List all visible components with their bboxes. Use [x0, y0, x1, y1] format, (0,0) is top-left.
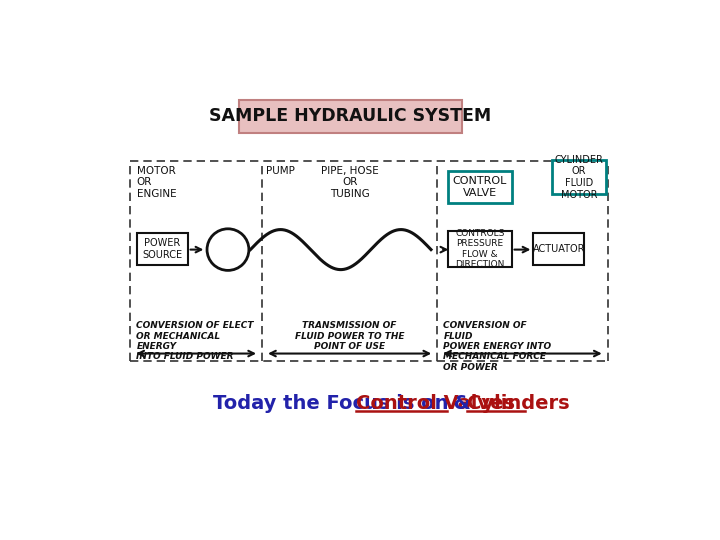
Text: CONTROLS
PRESSURE
FLOW &
DIRECTION: CONTROLS PRESSURE FLOW & DIRECTION — [455, 229, 505, 269]
Text: CONTROL
VALVE: CONTROL VALVE — [453, 177, 507, 198]
Bar — [552, 160, 606, 194]
Text: CONVERSION OF ELECT
OR MECHANICAL
ENERGY
INTO FLUID POWER: CONVERSION OF ELECT OR MECHANICAL ENERGY… — [137, 321, 254, 361]
Text: Cylinders: Cylinders — [467, 394, 570, 413]
Text: PIPE, HOSE
OR
TUBING: PIPE, HOSE OR TUBING — [320, 166, 379, 199]
Text: &: & — [447, 394, 477, 413]
Text: CONVERSION OF
FLUID
POWER ENERGY INTO
MECHANICAL FORCE
OR POWER: CONVERSION OF FLUID POWER ENERGY INTO ME… — [444, 321, 552, 372]
Bar — [137, 233, 188, 265]
Text: Control Valves: Control Valves — [356, 394, 515, 413]
Bar — [534, 233, 585, 265]
Bar — [448, 231, 512, 267]
Text: Today the Focus is on: Today the Focus is on — [213, 394, 455, 413]
Text: CYLINDER
OR
FLUID
MOTOR: CYLINDER OR FLUID MOTOR — [554, 155, 603, 200]
Text: MOTOR
OR
ENGINE: MOTOR OR ENGINE — [137, 166, 176, 199]
Bar — [448, 171, 512, 204]
Text: ACTUATOR: ACTUATOR — [533, 244, 585, 254]
Bar — [239, 100, 462, 132]
Text: PUMP: PUMP — [266, 166, 294, 176]
Text: TRANSMISSION OF
FLUID POWER TO THE
POINT OF USE: TRANSMISSION OF FLUID POWER TO THE POINT… — [295, 321, 405, 351]
Text: SAMPLE HYDRAULIC SYSTEM: SAMPLE HYDRAULIC SYSTEM — [210, 107, 492, 125]
Text: POWER
SOURCE: POWER SOURCE — [142, 238, 182, 260]
